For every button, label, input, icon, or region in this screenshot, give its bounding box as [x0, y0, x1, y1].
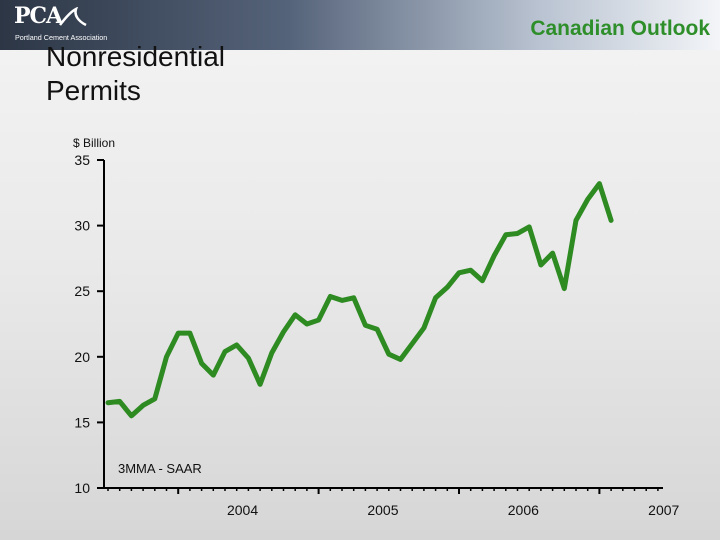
y-axis-unit-label: $ Billion: [73, 136, 115, 150]
data-point: [130, 415, 132, 417]
y-tick-label: 25: [74, 283, 90, 299]
header-bar: [0, 0, 720, 50]
data-point: [224, 350, 226, 353]
slide-title-line-1: Nonresidential: [46, 41, 225, 72]
chart-series-group: [105, 181, 614, 419]
y-tick-label: 35: [74, 152, 90, 168]
y-tick-label: 30: [74, 218, 90, 234]
data-point: [540, 264, 542, 266]
logo-text: PCA: [14, 3, 63, 29]
data-point: [294, 314, 296, 316]
data-point: [247, 357, 249, 359]
data-point: [587, 198, 589, 200]
data-point: [481, 280, 483, 282]
x-tick-label: 2005: [367, 502, 398, 518]
data-point: [353, 297, 355, 299]
data-point: [575, 219, 577, 221]
x-tick-label: 2006: [508, 502, 539, 518]
data-point: [423, 327, 425, 329]
data-point: [119, 400, 121, 403]
x-tick-label: 2004: [227, 502, 258, 518]
data-point: [271, 352, 273, 354]
data-point: [282, 331, 285, 333]
data-point: [259, 383, 261, 385]
x-tick-label: 2007: [648, 502, 679, 518]
data-point: [435, 297, 437, 299]
data-point: [598, 183, 601, 185]
data-point: [458, 272, 460, 274]
data-point: [306, 323, 308, 325]
data-point: [177, 332, 179, 334]
data-point: [399, 358, 402, 361]
data-point: [318, 319, 320, 321]
data-point: [493, 255, 495, 257]
section-title: Canadian Outlook: [530, 17, 710, 40]
slide-title-line-2: Permits: [46, 74, 141, 106]
data-point: [236, 344, 238, 346]
data-point: [388, 353, 390, 355]
data-point: [505, 234, 507, 236]
chart-annotation: 3MMA - SAAR: [118, 461, 202, 476]
data-point: [154, 398, 156, 400]
data-point: [411, 343, 413, 345]
data-point: [201, 362, 203, 364]
y-tick-label: 20: [74, 349, 90, 365]
series-line: [105, 181, 614, 419]
data-point: [189, 332, 191, 334]
y-tick-label: 10: [74, 480, 90, 496]
data-point: [212, 374, 214, 376]
data-point: [528, 226, 530, 228]
data-point: [552, 252, 554, 254]
data-point: [142, 404, 144, 406]
data-point: [376, 328, 378, 330]
data-point: [446, 286, 448, 288]
data-point: [563, 287, 565, 290]
y-tick-label: 15: [74, 414, 90, 430]
data-point: [341, 299, 343, 301]
data-point: [329, 295, 331, 298]
slide-title: Nonresidential Permits: [46, 40, 296, 107]
data-point: [107, 402, 109, 404]
logo-swoosh-icon: [59, 7, 87, 27]
data-point: [470, 269, 472, 271]
data-point: [610, 219, 612, 221]
chart-axes: 10 15 20 25 30 35 2004 2005 2006 2007: [74, 152, 679, 518]
pca-logo: PCA Portland Cement Association: [14, 3, 124, 45]
data-point: [165, 356, 168, 358]
logo-subtitle: Portland Cement Association: [15, 33, 108, 42]
data-point: [364, 324, 366, 326]
data-point: [516, 232, 519, 235]
